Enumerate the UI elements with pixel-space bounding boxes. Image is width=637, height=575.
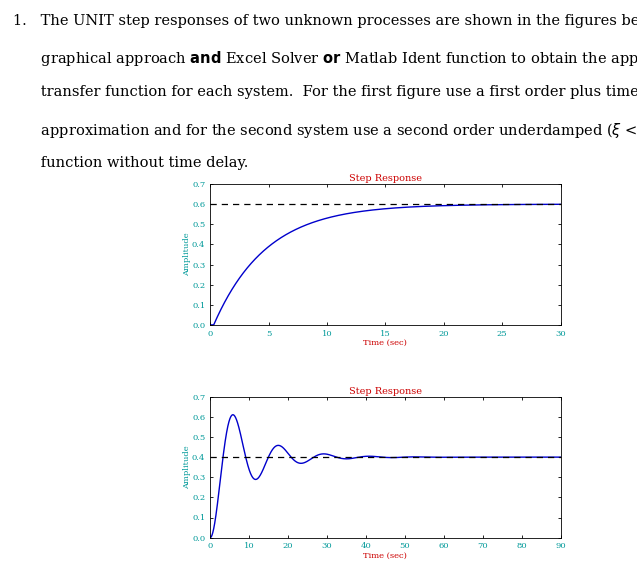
- Title: Step Response: Step Response: [349, 174, 422, 183]
- Text: 1.   The UNIT step responses of two unknown processes are shown in the figures b: 1. The UNIT step responses of two unknow…: [13, 14, 637, 28]
- Text: function without time delay.: function without time delay.: [13, 156, 248, 170]
- Y-axis label: Amplitude: Amplitude: [183, 233, 190, 276]
- X-axis label: Time (sec): Time (sec): [364, 552, 407, 560]
- Text: approximation and for the second system use a second order underdamped ($\xi$ < : approximation and for the second system …: [13, 121, 637, 140]
- Y-axis label: Amplitude: Amplitude: [183, 446, 190, 489]
- Title: Step Response: Step Response: [349, 387, 422, 396]
- Text: graphical approach $\mathbf{and}$ Excel Solver $\mathbf{or}$ Matlab Ident functi: graphical approach $\mathbf{and}$ Excel …: [13, 49, 637, 68]
- Text: transfer function for each system.  For the first figure use a first order plus : transfer function for each system. For t…: [13, 85, 637, 99]
- X-axis label: Time (sec): Time (sec): [364, 339, 407, 347]
